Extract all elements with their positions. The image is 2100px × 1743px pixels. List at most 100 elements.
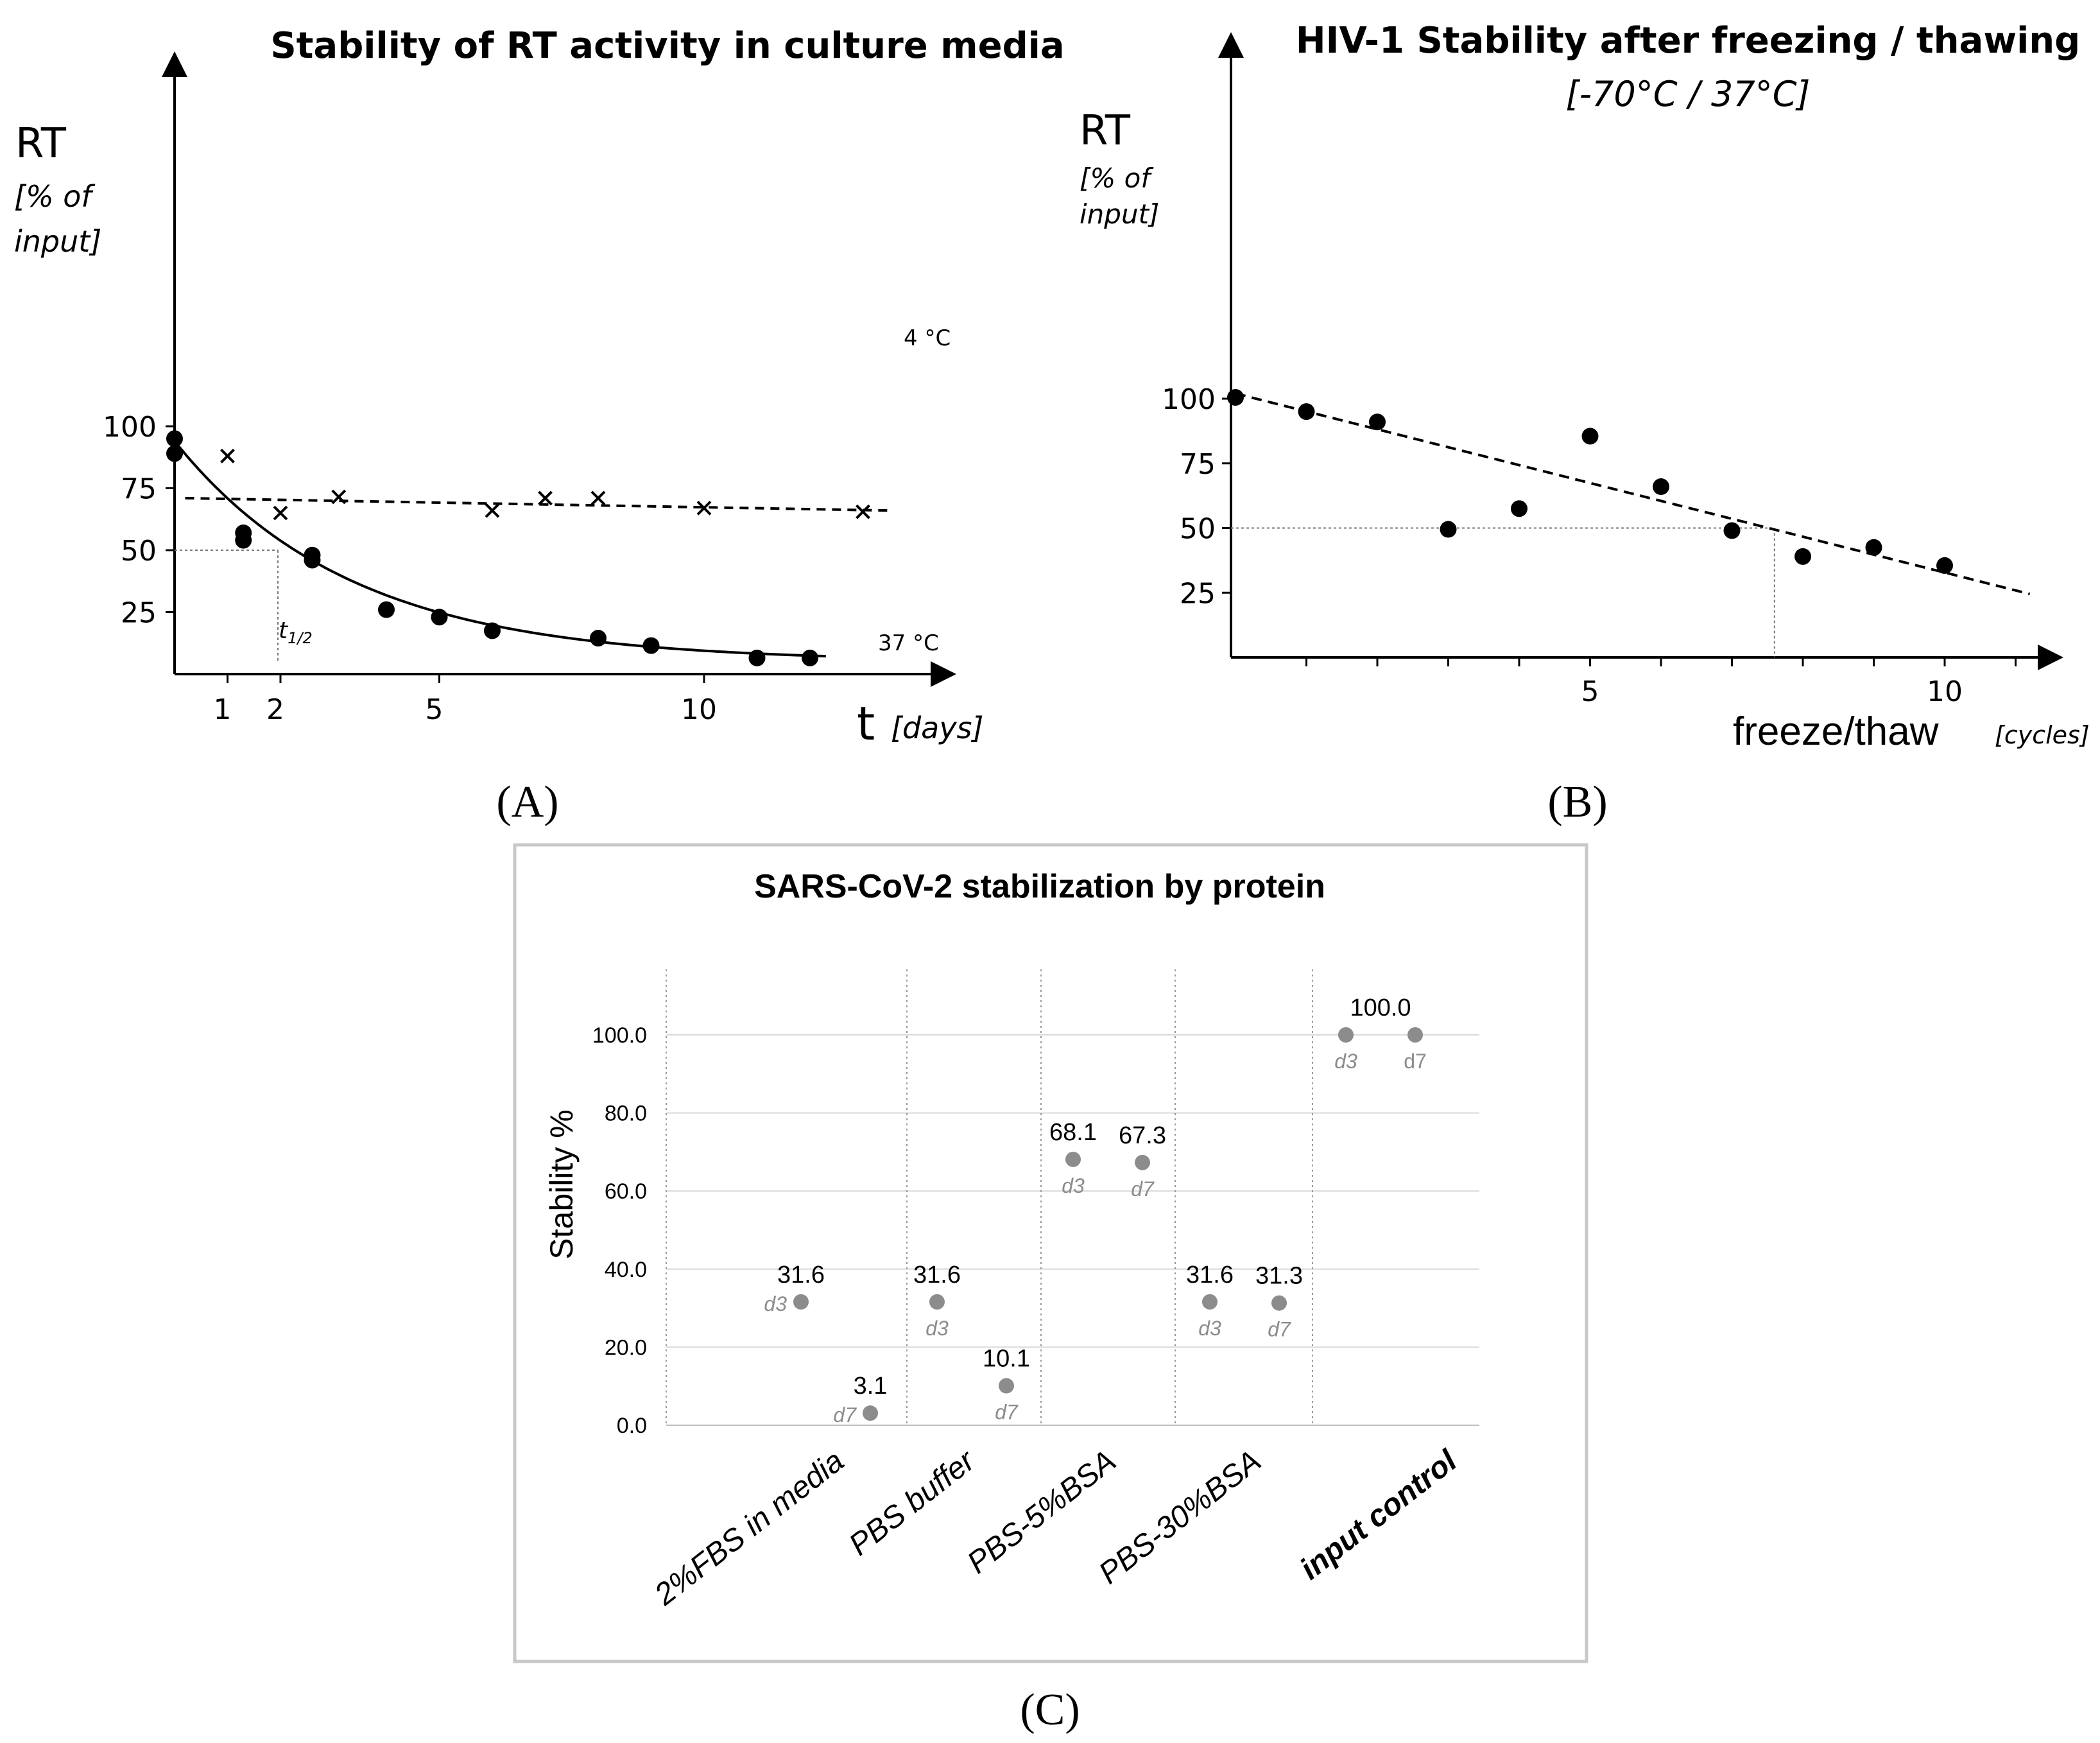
value-label-d7: 10.1 <box>983 1346 1030 1373</box>
data-point <box>1936 557 1953 574</box>
data-point <box>1298 403 1315 421</box>
data-point-37c <box>304 551 321 569</box>
x-tick-label: 1 <box>214 693 232 726</box>
x-tick-label: 5 <box>426 693 443 726</box>
data-point-d3 <box>1065 1151 1081 1167</box>
series-tag-d3: d3 <box>764 1292 787 1315</box>
data-point-d7 <box>1407 1027 1423 1043</box>
fit-curve-37c <box>173 440 826 658</box>
data-point <box>1581 428 1599 445</box>
value-label-d3: 31.6 <box>777 1262 825 1288</box>
y-tick-label: 75 <box>121 473 157 506</box>
value-label-d3: 68.1 <box>1049 1119 1097 1146</box>
panel-b-ylabel-sub-2: input] <box>1080 198 1159 230</box>
series-tag-d3: d3 <box>1334 1050 1357 1073</box>
y-tick-label: 100 <box>103 411 157 444</box>
data-point <box>1440 521 1457 538</box>
panel-c-label: (C) <box>1020 1685 1080 1735</box>
panel-b: HIV-1 Stability after freezing / thawing… <box>1080 20 2090 827</box>
data-point-37c <box>484 622 501 639</box>
panel-c-frame <box>513 843 1588 1663</box>
value-label-d7: 31.3 <box>1255 1263 1303 1290</box>
x-tick-label: 10 <box>1927 675 1963 708</box>
y-tick-label: 75 <box>1180 448 1216 481</box>
data-point-37c <box>166 430 183 447</box>
data-point-d3 <box>793 1294 809 1310</box>
data-point-d7 <box>999 1378 1014 1394</box>
series-tag-d7: d7 <box>833 1403 857 1426</box>
data-point-37c <box>166 445 183 462</box>
series-tag-d3: d3 <box>1198 1317 1221 1340</box>
data-point-37c <box>431 609 448 626</box>
data-point <box>1227 388 1244 406</box>
panel-b-ylabel-sub-1: [% of <box>1080 162 1154 194</box>
data-point-d3 <box>929 1294 945 1310</box>
panel-a-ylabel-sub-1: [% of <box>14 179 95 214</box>
data-point-4c <box>273 505 288 521</box>
data-point-d7 <box>863 1405 878 1421</box>
data-point-37c <box>378 601 395 618</box>
x-marker-stroke <box>590 490 606 506</box>
y-tick-label: 100.0 <box>592 1023 647 1048</box>
series-tag-d7: d7 <box>1268 1318 1291 1341</box>
data-point-d7 <box>1271 1295 1287 1311</box>
half-life-sub: 1/2 <box>288 629 313 647</box>
series-tag-d3: d3 <box>1062 1174 1085 1197</box>
data-point <box>1511 500 1528 517</box>
y-tick-label: 60.0 <box>605 1179 647 1204</box>
x-marker-stroke <box>273 505 288 521</box>
y-tick-label: 50 <box>1180 513 1216 546</box>
panel-c: SARS-CoV-2 stabilization by protein 0.0 2… <box>513 843 1588 1735</box>
panel-a-series-37c-label: 37 °C <box>878 630 939 656</box>
fit-line-4c <box>185 496 890 512</box>
x-tick-label: 5 <box>1581 675 1599 708</box>
half-life-t: t <box>279 618 289 644</box>
panel-b-ylabel: RT <box>1080 107 1131 155</box>
panel-a-xlabel-unit: [days] <box>891 711 983 745</box>
trend-line <box>1235 392 2031 596</box>
panel-b-xlabel-unit: [cycles] <box>1995 721 2090 749</box>
panel-a-xlabel: t <box>857 697 875 750</box>
x-marker-stroke <box>220 448 235 464</box>
x-marker-stroke <box>856 504 870 519</box>
data-point-4c <box>220 448 235 464</box>
panel-a-half-life-label: t1/2 <box>279 618 313 647</box>
x-marker-stroke <box>696 500 712 516</box>
data-point-d3 <box>1338 1027 1354 1043</box>
series-tag-d7: d7 <box>995 1401 1019 1424</box>
data-point-37c <box>642 637 660 654</box>
series-tag-d3: d3 <box>925 1317 949 1340</box>
value-label-d7: 3.1 <box>854 1373 888 1400</box>
value-label-d3: 31.6 <box>1186 1262 1234 1288</box>
y-tick-label: 80.0 <box>605 1102 647 1126</box>
data-point-d7 <box>1135 1154 1150 1170</box>
value-label-d7: 67.3 <box>1119 1122 1166 1149</box>
panel-b-label: (B) <box>1547 777 1607 827</box>
panel-a-ylabel: RT <box>15 120 67 168</box>
y-tick-label: 25 <box>1180 577 1216 610</box>
y-tick-label: 40.0 <box>605 1258 647 1282</box>
data-point-4c <box>485 503 500 518</box>
panel-c-ylabel: Stability % <box>544 1109 580 1259</box>
y-tick-label: 0.0 <box>617 1414 647 1438</box>
data-point-37c <box>590 630 607 647</box>
data-point-4c <box>538 490 553 506</box>
data-point <box>1723 522 1741 539</box>
y-tick-label: 50 <box>121 535 157 568</box>
value-label-d3: 31.6 <box>913 1262 961 1288</box>
y-tick-label: 20.0 <box>605 1335 647 1360</box>
x-tick-label: 10 <box>681 693 717 726</box>
series-tag-d7: d7 <box>1404 1050 1427 1073</box>
data-point-4c <box>696 500 712 516</box>
panel-a-title: Stability of RT activity in culture medi… <box>270 25 1064 67</box>
x-tick-label: 2 <box>266 693 284 726</box>
data-point <box>1653 478 1669 496</box>
panel-b-xlabel: freeze/thaw <box>1733 709 1939 754</box>
panel-a-label: (A) <box>496 777 558 827</box>
data-point-4c <box>331 489 347 505</box>
data-point <box>1369 413 1386 431</box>
x-marker-stroke <box>538 490 553 506</box>
data-point-4c <box>590 490 606 506</box>
x-marker-stroke <box>331 489 347 505</box>
